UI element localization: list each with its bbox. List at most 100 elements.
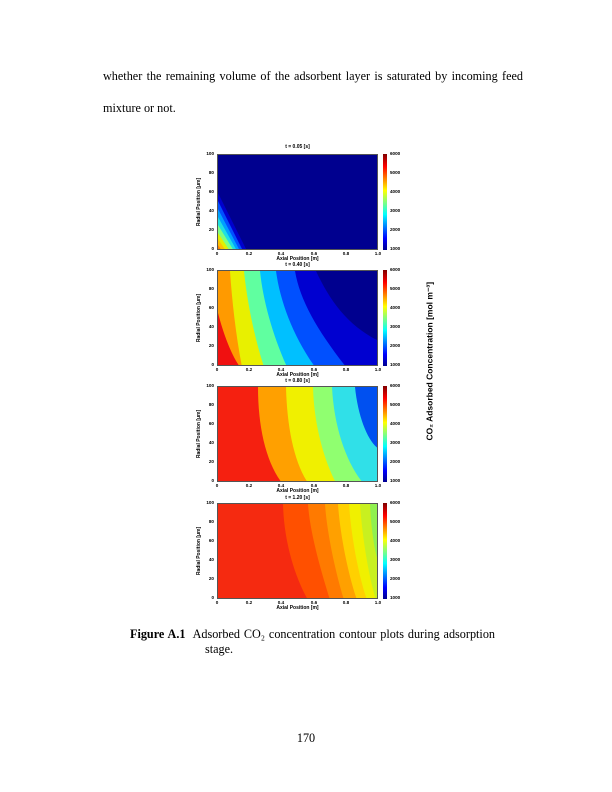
ytick: 20	[208, 459, 214, 464]
ctick: 2000	[390, 343, 401, 348]
ytick: 60	[208, 305, 214, 310]
ytick: 0	[211, 246, 214, 251]
ytick: 40	[208, 208, 214, 213]
ctick: 1000	[390, 362, 401, 367]
xtick: 0.4	[277, 600, 285, 605]
ctick: 6000	[390, 500, 401, 505]
ctick: 5000	[390, 170, 401, 175]
xtick: 1.0	[374, 483, 382, 488]
ctick: 1000	[390, 478, 401, 483]
panel-2-ylabel: Radial Position [μm]	[196, 293, 202, 343]
panel-4-xlabel: Axial Position [m]	[276, 605, 319, 611]
ctick: 2000	[390, 576, 401, 581]
page-number: 170	[296, 731, 316, 745]
ytick: 100	[206, 151, 214, 156]
xtick: 0.8	[342, 367, 350, 372]
ctick: 2000	[390, 459, 401, 464]
panel-3-plot	[217, 386, 378, 482]
panel-1-title: t = 0.05 [s]	[285, 144, 310, 150]
xtick: 0.6	[310, 483, 318, 488]
xtick: 0.4	[277, 483, 285, 488]
panel-3-colorbar	[383, 386, 387, 482]
panel-2-colorbar	[383, 270, 387, 366]
xtick: 1.0	[374, 251, 382, 256]
ctick: 3000	[390, 208, 401, 213]
ctick: 4000	[390, 421, 401, 426]
ytick: 40	[208, 440, 214, 445]
ctick: 4000	[390, 538, 401, 543]
caption-text-line-2: stage.	[205, 642, 234, 656]
xtick: 0.8	[342, 251, 350, 256]
xtick: 0.2	[245, 600, 253, 605]
ctick: 4000	[390, 189, 401, 194]
xtick: 0.6	[310, 367, 318, 372]
ytick: 40	[208, 557, 214, 562]
ytick: 60	[208, 421, 214, 426]
xtick: 1.0	[374, 367, 382, 372]
ytick: 100	[206, 267, 214, 272]
xtick: 0.2	[245, 251, 253, 256]
ytick: 100	[206, 383, 214, 388]
ctick: 2000	[390, 227, 401, 232]
body-text-line-1: whether the remaining volume of the adso…	[103, 69, 523, 83]
panel-4-plot	[217, 503, 378, 599]
ctick: 1000	[390, 595, 401, 600]
body-text-line-2: mixture or not.	[103, 101, 176, 115]
panel-4-ylabel: Radial Position [μm]	[196, 526, 202, 576]
ytick: 0	[211, 362, 214, 367]
ctick: 5000	[390, 519, 401, 524]
ytick: 60	[208, 538, 214, 543]
xtick: 0	[215, 251, 219, 256]
panel-3-ylabel: Radial Position [μm]	[196, 409, 202, 459]
ctick: 4000	[390, 305, 401, 310]
xtick: 0.2	[245, 483, 253, 488]
ctick: 1000	[390, 246, 401, 251]
ytick: 80	[208, 402, 214, 407]
panel-2-title: t = 0.40 [s]	[285, 262, 310, 268]
xtick: 0.6	[310, 600, 318, 605]
ctick: 5000	[390, 286, 401, 291]
colorbar-label: CO₂ Adsorbed Concentration [mol m⁻³]	[424, 281, 435, 441]
ctick: 6000	[390, 267, 401, 272]
xtick: 0	[215, 367, 219, 372]
xtick: 0	[215, 600, 219, 605]
caption-text: Adsorbed CO₂ concentration contour plots…	[192, 627, 496, 641]
xtick: 1.0	[374, 600, 382, 605]
ytick: 20	[208, 576, 214, 581]
ctick: 5000	[390, 402, 401, 407]
panel-1-xlabel: Axial Position [m]	[276, 256, 319, 262]
xtick: 0.4	[277, 367, 285, 372]
figure-caption: Figure A.1 Adsorbed CO₂ concentration co…	[130, 627, 495, 657]
ytick: 0	[211, 478, 214, 483]
ytick: 80	[208, 519, 214, 524]
ytick: 20	[208, 343, 214, 348]
xtick: 0.8	[342, 600, 350, 605]
xtick: 0	[215, 483, 219, 488]
ytick: 80	[208, 170, 214, 175]
panel-3-xlabel: Axial Position [m]	[276, 488, 319, 494]
ytick: 100	[206, 500, 214, 505]
ctick: 6000	[390, 151, 401, 156]
panel-2-xlabel: Axial Position [m]	[276, 372, 319, 378]
panel-2-plot	[217, 270, 378, 366]
xtick: 0.2	[245, 367, 253, 372]
panel-4-colorbar	[383, 503, 387, 599]
xtick: 0.4	[277, 251, 285, 256]
panel-3-title: t = 0.80 [s]	[285, 378, 310, 384]
xtick: 0.8	[342, 483, 350, 488]
ytick: 0	[211, 595, 214, 600]
panel-1-plot	[217, 154, 378, 250]
ytick: 80	[208, 286, 214, 291]
ctick: 3000	[390, 440, 401, 445]
ctick: 3000	[390, 557, 401, 562]
ctick: 6000	[390, 383, 401, 388]
ytick: 60	[208, 189, 214, 194]
panel-4-title: t = 1.20 [s]	[285, 495, 310, 501]
caption-label: Figure A.1	[130, 627, 186, 641]
xtick: 0.6	[310, 251, 318, 256]
panel-1-ylabel: Radial Position [μm]	[196, 177, 202, 227]
ytick: 40	[208, 324, 214, 329]
panel-1-colorbar	[383, 154, 387, 250]
ctick: 3000	[390, 324, 401, 329]
